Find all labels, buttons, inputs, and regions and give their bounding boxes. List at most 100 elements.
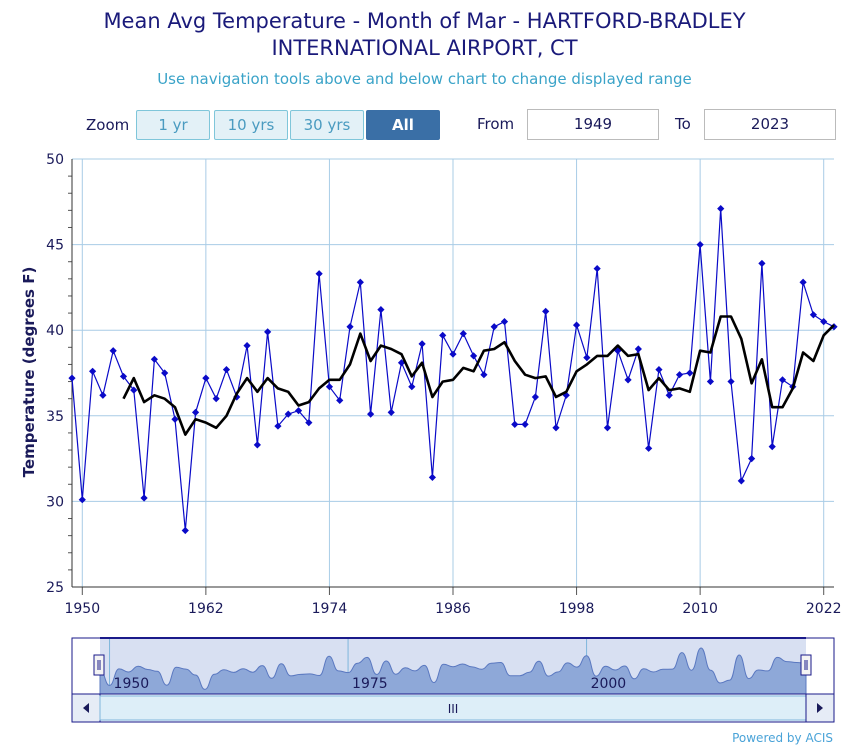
- data-point-2006[interactable]: [655, 365, 663, 374]
- data-point-2003[interactable]: [624, 376, 632, 384]
- data-point-2011[interactable]: [706, 377, 715, 386]
- data-point-1992[interactable]: [511, 420, 519, 428]
- data-point-1988[interactable]: [469, 352, 478, 360]
- data-point-1964[interactable]: [222, 365, 231, 374]
- data-point-1978[interactable]: [367, 410, 375, 418]
- data-point-1980[interactable]: [387, 408, 395, 416]
- data-point-1999[interactable]: [583, 353, 591, 362]
- data-point-1977[interactable]: [356, 278, 364, 286]
- data-point-2013[interactable]: [727, 377, 735, 386]
- data-point-1983[interactable]: [418, 340, 426, 348]
- navigator[interactable]: 1950 1975 2000: [71, 637, 835, 695]
- to-year-input[interactable]: 2023: [704, 109, 836, 140]
- series-moving-average-line: [122, 315, 835, 436]
- data-point-1994[interactable]: [531, 393, 539, 401]
- data-point-1995[interactable]: [542, 307, 550, 315]
- data-point-1949[interactable]: [68, 374, 76, 382]
- data-point-1957[interactable]: [150, 355, 158, 363]
- data-point-1975[interactable]: [336, 396, 344, 404]
- data-point-1979[interactable]: [377, 306, 385, 314]
- data-point-1950[interactable]: [78, 496, 86, 504]
- navigator-left-handle[interactable]: [93, 654, 105, 676]
- data-point-1996[interactable]: [552, 424, 560, 432]
- data-point-1966[interactable]: [243, 342, 251, 350]
- data-point-2021[interactable]: [809, 311, 818, 319]
- data-point-1989[interactable]: [480, 371, 488, 379]
- data-point-1993[interactable]: [521, 420, 529, 428]
- data-point-1990[interactable]: [490, 323, 498, 331]
- x-tick-label: 2010: [682, 601, 718, 617]
- data-point-1961[interactable]: [191, 408, 200, 416]
- data-point-1986[interactable]: [449, 350, 457, 358]
- data-point-1967[interactable]: [253, 441, 261, 449]
- y-axis: 25 30 35 40 45 50: [46, 152, 73, 596]
- data-point-1984[interactable]: [428, 473, 437, 482]
- data-point-1951[interactable]: [88, 367, 97, 375]
- data-point-1976[interactable]: [346, 323, 354, 331]
- y-tick-label: 50: [46, 152, 64, 168]
- y-tick-label: 25: [46, 580, 64, 596]
- x-tick-label: 1974: [312, 601, 348, 617]
- data-point-2020[interactable]: [799, 278, 807, 286]
- data-point-2008[interactable]: [675, 371, 684, 379]
- data-point-1963[interactable]: [212, 395, 220, 403]
- data-point-2001[interactable]: [603, 424, 612, 432]
- data-point-2000[interactable]: [593, 264, 601, 273]
- data-point-1960[interactable]: [181, 526, 189, 535]
- data-point-1973[interactable]: [315, 270, 323, 278]
- data-point-1981[interactable]: [397, 359, 406, 367]
- data-point-1955[interactable]: [130, 386, 138, 394]
- chart-title: Mean Avg Temperature - Month of Mar - HA…: [0, 8, 849, 62]
- data-point-2010[interactable]: [696, 241, 704, 249]
- data-point-2016[interactable]: [758, 259, 766, 268]
- data-point-1953[interactable]: [109, 347, 117, 355]
- powered-by-link[interactable]: Powered by ACIS: [732, 731, 833, 745]
- data-point-1962[interactable]: [202, 374, 210, 382]
- data-point-1969[interactable]: [274, 422, 282, 430]
- data-point-1970[interactable]: [284, 410, 292, 418]
- scrollbar-grip: III: [448, 702, 459, 716]
- scrollbar-thumb[interactable]: [99, 695, 807, 721]
- zoom-all-button[interactable]: All: [366, 110, 440, 140]
- from-year-input[interactable]: 1949: [527, 109, 659, 140]
- y-axis-label: Temperature (degrees F): [20, 267, 38, 478]
- navigator-right-handle[interactable]: [800, 654, 812, 676]
- data-point-1958[interactable]: [161, 369, 169, 377]
- x-axis: 1950 1962 1974 1986 1998 2010 2022: [64, 586, 842, 617]
- to-label: To: [675, 115, 691, 133]
- data-point-1968[interactable]: [264, 328, 272, 336]
- data-point-1997[interactable]: [562, 391, 570, 399]
- zoom-10yrs-button[interactable]: 10 yrs: [214, 110, 288, 140]
- data-point-1952[interactable]: [99, 391, 107, 399]
- data-point-1954[interactable]: [119, 372, 128, 381]
- data-point-1982[interactable]: [408, 383, 416, 391]
- scroll-left-button[interactable]: [71, 693, 101, 723]
- zoom-1yr-button[interactable]: 1 yr: [136, 110, 210, 140]
- data-point-1972[interactable]: [305, 419, 313, 427]
- data-point-2007[interactable]: [665, 391, 673, 399]
- scrollbar[interactable]: III: [71, 693, 835, 723]
- data-point-2014[interactable]: [737, 477, 745, 485]
- zoom-30yrs-button[interactable]: 30 yrs: [290, 110, 364, 140]
- data-point-1974[interactable]: [325, 383, 334, 391]
- data-point-1985[interactable]: [439, 331, 447, 339]
- data-point-2005[interactable]: [645, 444, 653, 452]
- chart-title-line-1: Mean Avg Temperature - Month of Mar - HA…: [103, 9, 746, 33]
- data-point-2017[interactable]: [768, 443, 776, 451]
- data-point-2022[interactable]: [820, 318, 828, 326]
- data-point-2004[interactable]: [634, 345, 642, 353]
- data-point-1959[interactable]: [171, 415, 179, 423]
- data-point-1998[interactable]: [572, 321, 581, 329]
- data-point-1991[interactable]: [500, 318, 509, 326]
- data-point-2009[interactable]: [686, 369, 694, 377]
- x-tick-label: 1950: [64, 601, 100, 617]
- from-label: From: [477, 115, 515, 133]
- data-point-1971[interactable]: [294, 407, 303, 415]
- navigator-tick-label: 1975: [352, 676, 388, 692]
- scroll-right-arrow-icon: [817, 703, 823, 713]
- data-point-2012[interactable]: [717, 205, 725, 213]
- data-point-2018[interactable]: [778, 376, 787, 384]
- data-point-1956[interactable]: [140, 494, 148, 502]
- data-point-2015[interactable]: [748, 455, 756, 463]
- data-point-1987[interactable]: [459, 330, 467, 338]
